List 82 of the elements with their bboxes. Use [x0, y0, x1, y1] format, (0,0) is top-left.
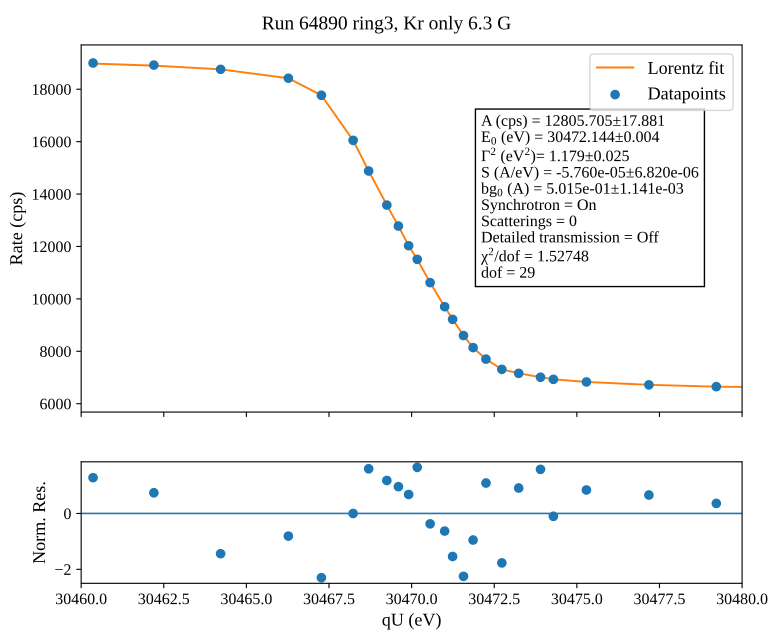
- x-tick-label: 30467.5: [304, 593, 354, 604]
- point: [536, 464, 546, 474]
- point: [711, 498, 722, 508]
- point: [88, 472, 98, 483]
- point: [548, 374, 558, 384]
- point: [458, 330, 468, 340]
- point: [394, 221, 404, 231]
- annotation: A (cps) = 12805.705±17.881: [481, 114, 664, 130]
- legend-label: Lorentz fit: [648, 61, 724, 74]
- point: [412, 462, 422, 472]
- x-tick-label: 30460.0: [56, 593, 107, 604]
- point: [514, 368, 524, 378]
- y-tick-label: 0: [64, 508, 71, 520]
- x-axis-title: qU (eV): [382, 613, 441, 630]
- point: [582, 485, 592, 495]
- point: [316, 572, 326, 583]
- point: [548, 511, 558, 522]
- point: [364, 464, 374, 474]
- point: [149, 488, 159, 498]
- annotation: E$_{0}$ (eV) = 30472.144±0.004: [481, 130, 660, 146]
- y-tick-label: 16000: [32, 136, 71, 148]
- point: [382, 476, 392, 486]
- point: [284, 531, 294, 541]
- x-tick-label: 30465.0: [221, 593, 272, 604]
- y-axis-title: Rate (cps): [10, 192, 26, 265]
- x-tick-label: 30475.0: [552, 593, 602, 604]
- point: [582, 377, 592, 387]
- point: [216, 548, 226, 559]
- point: [149, 60, 159, 70]
- x-tick-label: 30470.0: [386, 593, 437, 604]
- x-tick-label: 30480.0: [716, 593, 768, 604]
- point: [468, 535, 478, 545]
- point: [496, 558, 507, 568]
- point: [394, 482, 404, 492]
- annotation: Scatterings = 0: [482, 216, 576, 230]
- x-tick-label: 30472.5: [469, 593, 520, 604]
- annotation: dof = 29: [482, 266, 535, 278]
- legend-label: Datapoints: [648, 87, 726, 104]
- y-tick-label: 14000: [32, 188, 71, 200]
- point: [496, 364, 507, 374]
- point: [644, 380, 654, 390]
- point: [404, 490, 414, 500]
- y-tick-label: 10000: [32, 294, 71, 305]
- annotation: Γ$^{2}$ (eV$^{2}$)= 1.179±0.025: [481, 148, 629, 165]
- annotation: Detailed transmission = Off: [481, 231, 659, 242]
- point: [514, 483, 524, 493]
- point: [458, 571, 468, 582]
- chart-title: Run 64890 ring3, Kr only 6.3 G: [262, 16, 511, 34]
- point: [440, 526, 450, 536]
- x-tick-label: 30477.5: [634, 593, 685, 604]
- point: [425, 518, 435, 529]
- point: [382, 200, 392, 210]
- x-tick-label: 30462.5: [138, 593, 190, 604]
- point: [425, 278, 435, 288]
- point: [412, 254, 422, 264]
- point: [404, 240, 414, 251]
- y-axis-title: Norm. Res.: [33, 482, 46, 564]
- point: [364, 166, 374, 176]
- y-tick-label: 12000: [32, 241, 71, 252]
- point: [481, 354, 491, 364]
- point: [88, 58, 98, 68]
- annotation: Synchrotron = On: [482, 198, 596, 214]
- annotation: bg$_{0}$ (A) = 5.015e-01±1.141e-03: [481, 182, 684, 198]
- point: [448, 314, 458, 324]
- y-tick-label: 6000: [40, 398, 71, 410]
- point: [468, 342, 478, 352]
- point: [481, 478, 491, 488]
- point: [644, 490, 654, 500]
- point: [448, 552, 458, 562]
- point: [316, 90, 326, 100]
- point: [440, 302, 450, 312]
- point: [348, 135, 358, 146]
- point: [711, 382, 722, 392]
- annotation: S (A/eV) = -5.760e-05±6.820e-06: [482, 166, 698, 181]
- point: [536, 372, 546, 382]
- y-tick-label: 18000: [32, 84, 71, 95]
- y-tick-label: 8000: [40, 346, 71, 357]
- y-tick-label: −2: [55, 564, 71, 575]
- point: [348, 508, 358, 518]
- annotation: χ$^{2}$/dof = 1.52748: [481, 248, 588, 265]
- point: [216, 64, 226, 74]
- point: [284, 73, 294, 84]
